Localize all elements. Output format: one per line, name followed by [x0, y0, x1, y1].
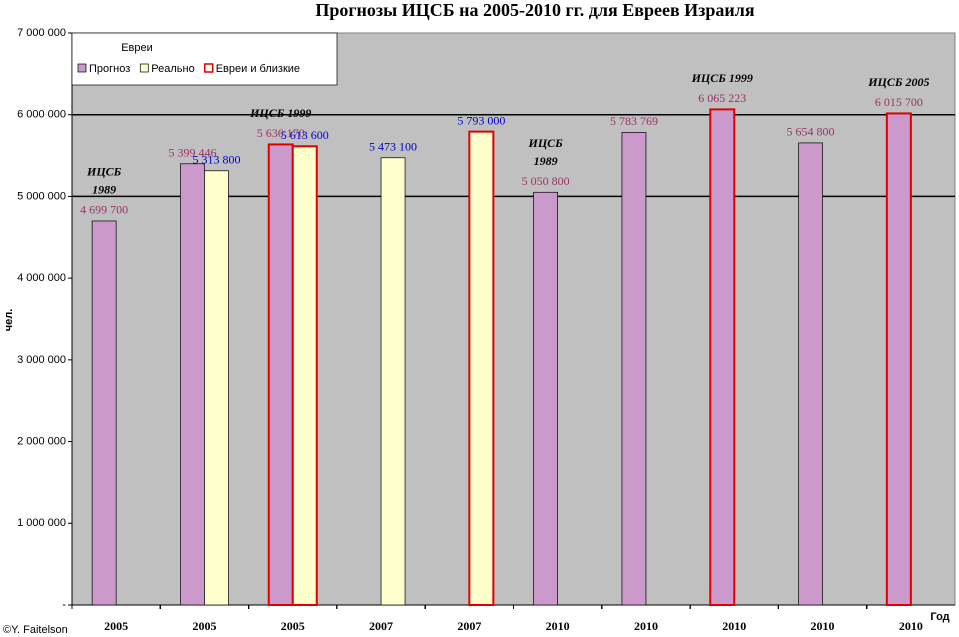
- value-label: 5 613 600: [281, 128, 329, 142]
- bar: [180, 163, 205, 606]
- value-label: 5 050 800: [522, 174, 570, 188]
- legend-swatch: [139, 63, 149, 73]
- value-label: 6 015 700: [875, 95, 923, 109]
- x-tick-label: 2010: [899, 619, 923, 633]
- value-label: 5 473 100: [369, 140, 417, 154]
- annotation: ИЦСБ 1999: [691, 71, 753, 85]
- x-tick-label: 2010: [811, 619, 835, 633]
- y-tick-label: 5 000 000: [17, 190, 66, 202]
- y-tick-label: -: [62, 599, 66, 611]
- legend-title: Евреи: [121, 42, 153, 54]
- x-tick-label: 2005: [192, 619, 216, 633]
- x-tick-label: 2005: [104, 619, 128, 633]
- x-tick-label: 2010: [634, 619, 658, 633]
- x-tick-label: 2007: [369, 619, 393, 633]
- bar: [621, 132, 647, 606]
- y-tick-label: 3 000 000: [17, 354, 66, 366]
- bar: [267, 143, 294, 606]
- annotation: ИЦСБ: [86, 165, 122, 179]
- annotation: 1989: [92, 183, 116, 197]
- bar: [533, 191, 559, 606]
- y-axis-label: чел.: [3, 309, 15, 332]
- legend-swatch: [77, 63, 87, 73]
- credit: ©Y. Faitelson: [3, 624, 68, 636]
- bar: [468, 130, 495, 606]
- y-tick-label: 2 000 000: [17, 435, 66, 447]
- x-axis-label: Год: [930, 611, 949, 623]
- x-tick-label: 2005: [281, 619, 305, 633]
- value-label: 5 636 170: [257, 126, 305, 140]
- x-tick-label: 2010: [546, 619, 570, 633]
- legend-label: Прогноз: [89, 63, 130, 75]
- x-tick-label: 2010: [722, 619, 746, 633]
- bar: [380, 157, 406, 606]
- y-tick-label: 4 000 000: [17, 272, 66, 284]
- legend-swatch: [203, 63, 214, 73]
- value-label: 5 793 000: [457, 113, 505, 127]
- value-label: 5 399 446: [168, 146, 216, 160]
- chart-title: Прогнозы ИЦСБ на 2005-2010 гг. для Еврее…: [315, 0, 755, 20]
- value-label: 5 783 769: [610, 114, 658, 128]
- y-tick-label: 1 000 000: [17, 517, 66, 529]
- annotation: 1989: [534, 154, 558, 168]
- legend-label: Евреи и близкие: [216, 63, 300, 75]
- annotation: ИЦСБ 1999: [249, 106, 311, 120]
- value-label: 6 065 223: [698, 91, 746, 105]
- bar: [885, 112, 912, 607]
- annotation: ИЦСБ: [528, 136, 564, 150]
- bar: [91, 220, 117, 606]
- bar: [204, 170, 229, 606]
- value-label: 5 313 800: [192, 153, 240, 167]
- y-tick-label: 6 000 000: [17, 109, 66, 121]
- bar: [798, 142, 823, 606]
- legend-box: [71, 32, 338, 86]
- x-tick-label: 2007: [457, 619, 481, 633]
- bar: [709, 108, 736, 606]
- value-label: 5 654 800: [787, 125, 835, 139]
- legend-label: Реально: [151, 63, 194, 75]
- value-label: 4 699 700: [80, 203, 128, 217]
- y-tick-label: 7 000 000: [17, 27, 66, 39]
- annotation: ИЦСБ 2005: [867, 75, 929, 89]
- bar: [291, 145, 318, 606]
